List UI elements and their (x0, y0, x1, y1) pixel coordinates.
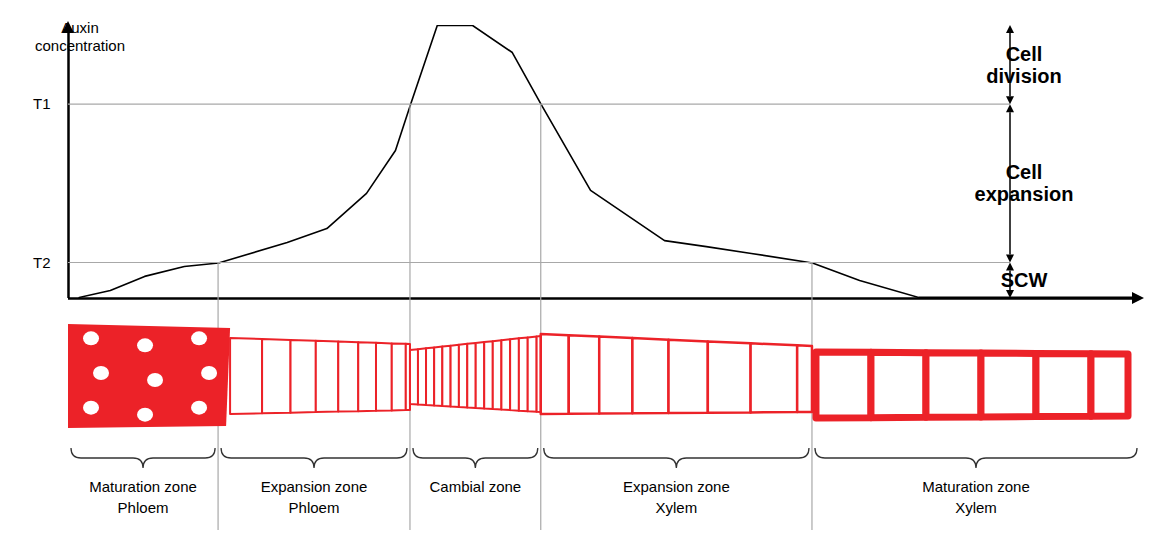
svg-text:Cell: Cell (1006, 43, 1043, 65)
svg-text:Maturation zone: Maturation zone (89, 478, 197, 495)
svg-text:expansion: expansion (975, 183, 1074, 205)
svg-text:Maturation zone: Maturation zone (922, 478, 1030, 495)
svg-text:Xylem: Xylem (656, 499, 698, 516)
svg-text:Auxin: Auxin (61, 19, 99, 36)
svg-text:T2: T2 (33, 254, 51, 271)
svg-text:Xylem: Xylem (955, 499, 997, 516)
svg-text:division: division (986, 65, 1062, 87)
svg-text:Cell: Cell (1006, 161, 1043, 183)
svg-text:Cambial zone: Cambial zone (430, 478, 522, 495)
svg-text:Phloem: Phloem (118, 499, 169, 516)
svg-text:Expansion zone: Expansion zone (623, 478, 730, 495)
svg-text:T1: T1 (33, 95, 51, 112)
svg-text:concentration: concentration (35, 37, 125, 54)
svg-text:Phloem: Phloem (289, 499, 340, 516)
svg-text:SCW: SCW (1001, 269, 1048, 291)
svg-text:Expansion zone: Expansion zone (261, 478, 368, 495)
